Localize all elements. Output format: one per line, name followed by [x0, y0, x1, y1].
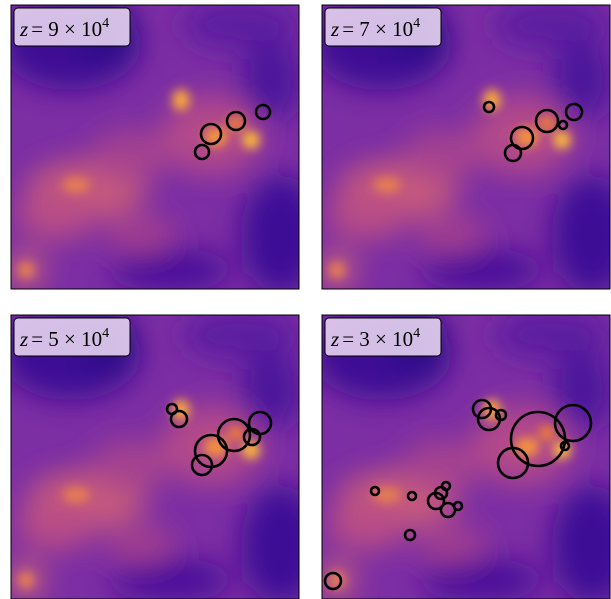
label-variable: z — [330, 17, 339, 41]
page: z= 9 × 104z= 7 × 104z= 5 × 104z= 3 × 104… — [0, 0, 611, 599]
panel: z= 3 × 104 — [312, 310, 611, 599]
panel: z= 9 × 104 — [1, 0, 321, 295]
label-text: = 5 × 10 — [31, 327, 102, 351]
label-variable: z — [19, 327, 28, 351]
panel-label: z= 5 × 104 — [19, 326, 109, 351]
figure: z= 9 × 104z= 7 × 104z= 5 × 104z= 3 × 104 — [0, 0, 611, 599]
label-exponent: 4 — [102, 16, 109, 31]
label-variable: z — [330, 327, 339, 351]
label-exponent: 4 — [413, 16, 420, 31]
label-variable: z — [19, 17, 28, 41]
label-exponent: 4 — [413, 326, 420, 341]
label-text: = 9 × 10 — [31, 17, 102, 41]
label-text: = 7 × 10 — [342, 17, 413, 41]
label-exponent: 4 — [102, 326, 109, 341]
panel: z= 5 × 104 — [1, 310, 321, 599]
panel-label: z= 3 × 104 — [330, 326, 420, 351]
panel: z= 7 × 104 — [312, 0, 611, 295]
panel-label: z= 7 × 104 — [330, 16, 420, 41]
panel-label: z= 9 × 104 — [19, 16, 109, 41]
label-text: = 3 × 10 — [342, 327, 413, 351]
